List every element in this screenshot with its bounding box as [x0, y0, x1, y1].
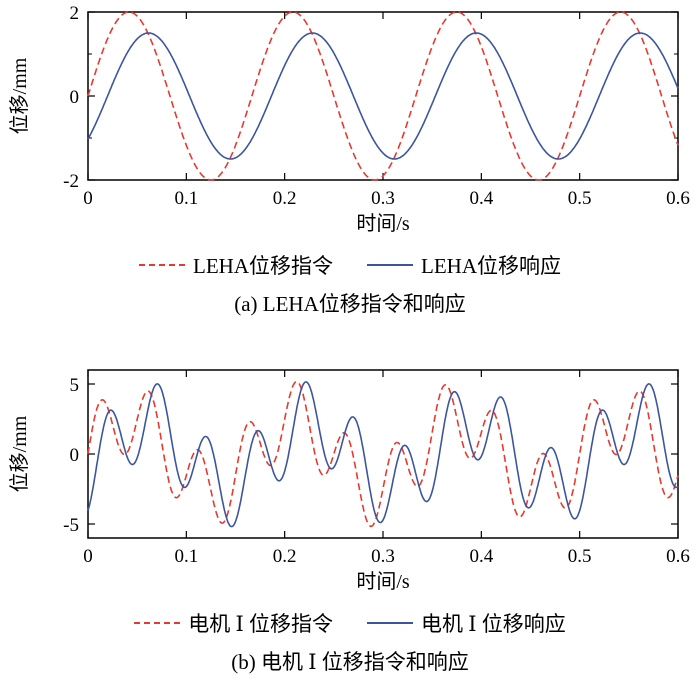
legend-item-response-b: 电机 Ⅰ 位移响应 — [367, 608, 566, 638]
svg-text:时间/s: 时间/s — [356, 212, 410, 234]
svg-text:0.3: 0.3 — [371, 188, 395, 209]
svg-text:0.6: 0.6 — [666, 546, 690, 567]
svg-text:0.1: 0.1 — [174, 188, 198, 209]
legend-item-command-b: 电机 Ⅰ 位移指令 — [134, 608, 333, 638]
svg-text:0.3: 0.3 — [371, 546, 395, 567]
svg-text:5: 5 — [70, 375, 80, 396]
svg-text:0.5: 0.5 — [568, 188, 592, 209]
legend-a: LEHA位移指令 LEHA位移响应 — [0, 250, 700, 280]
svg-text:0.6: 0.6 — [666, 188, 690, 209]
subfigure-a: 0 0.1 0.2 0.3 0.4 0.5 0.6 -2 0 2 时间/s 位移/mm LEHA位移指… — [0, 4, 700, 318]
svg-text:0.2: 0.2 — [273, 546, 297, 567]
caption-a: (a) LEHA位移指令和响应 — [234, 292, 466, 316]
legend-label: LEHA位移响应 — [421, 254, 561, 278]
svg-text:0.5: 0.5 — [568, 546, 592, 567]
dashed-line-sample — [139, 264, 185, 266]
svg-text:0.4: 0.4 — [469, 188, 493, 209]
svg-text:位移/mm: 位移/mm — [8, 415, 31, 492]
svg-text:0.4: 0.4 — [469, 546, 493, 567]
legend-label: LEHA位移指令 — [193, 254, 333, 278]
legend-item-response-a: LEHA位移响应 — [367, 250, 561, 280]
svg-text:0: 0 — [70, 87, 80, 108]
svg-text:位移/mm: 位移/mm — [8, 57, 31, 134]
svg-text:-5: -5 — [63, 515, 79, 536]
figure: 0 0.1 0.2 0.3 0.4 0.5 0.6 -2 0 2 时间/s 位移/mm LEHA位移指… — [0, 4, 700, 676]
solid-line-sample — [367, 264, 413, 266]
legend-label: 电机 Ⅰ 位移响应 — [421, 612, 566, 636]
caption-b: (b) 电机 Ⅰ 位移指令和响应 — [231, 650, 469, 674]
svg-text:0: 0 — [70, 445, 80, 466]
svg-text:0: 0 — [83, 188, 93, 209]
svg-text:0.2: 0.2 — [273, 188, 297, 209]
svg-text:时间/s: 时间/s — [356, 570, 410, 592]
legend-label: 电机 Ⅰ 位移指令 — [188, 612, 333, 636]
solid-line-sample — [367, 622, 413, 624]
subfigure-b: 0 0.1 0.2 0.3 0.4 0.5 0.6 -5 0 5 时间/s 位移/mm 电机 Ⅰ 位移… — [0, 362, 700, 676]
svg-text:0: 0 — [83, 546, 93, 567]
legend-item-command-a: LEHA位移指令 — [139, 250, 333, 280]
svg-text:0.1: 0.1 — [174, 546, 198, 567]
svg-text:2: 2 — [70, 4, 80, 24]
legend-b: 电机 Ⅰ 位移指令 电机 Ⅰ 位移响应 — [0, 608, 700, 638]
svg-text:-2: -2 — [63, 171, 79, 192]
dashed-line-sample — [134, 622, 181, 624]
